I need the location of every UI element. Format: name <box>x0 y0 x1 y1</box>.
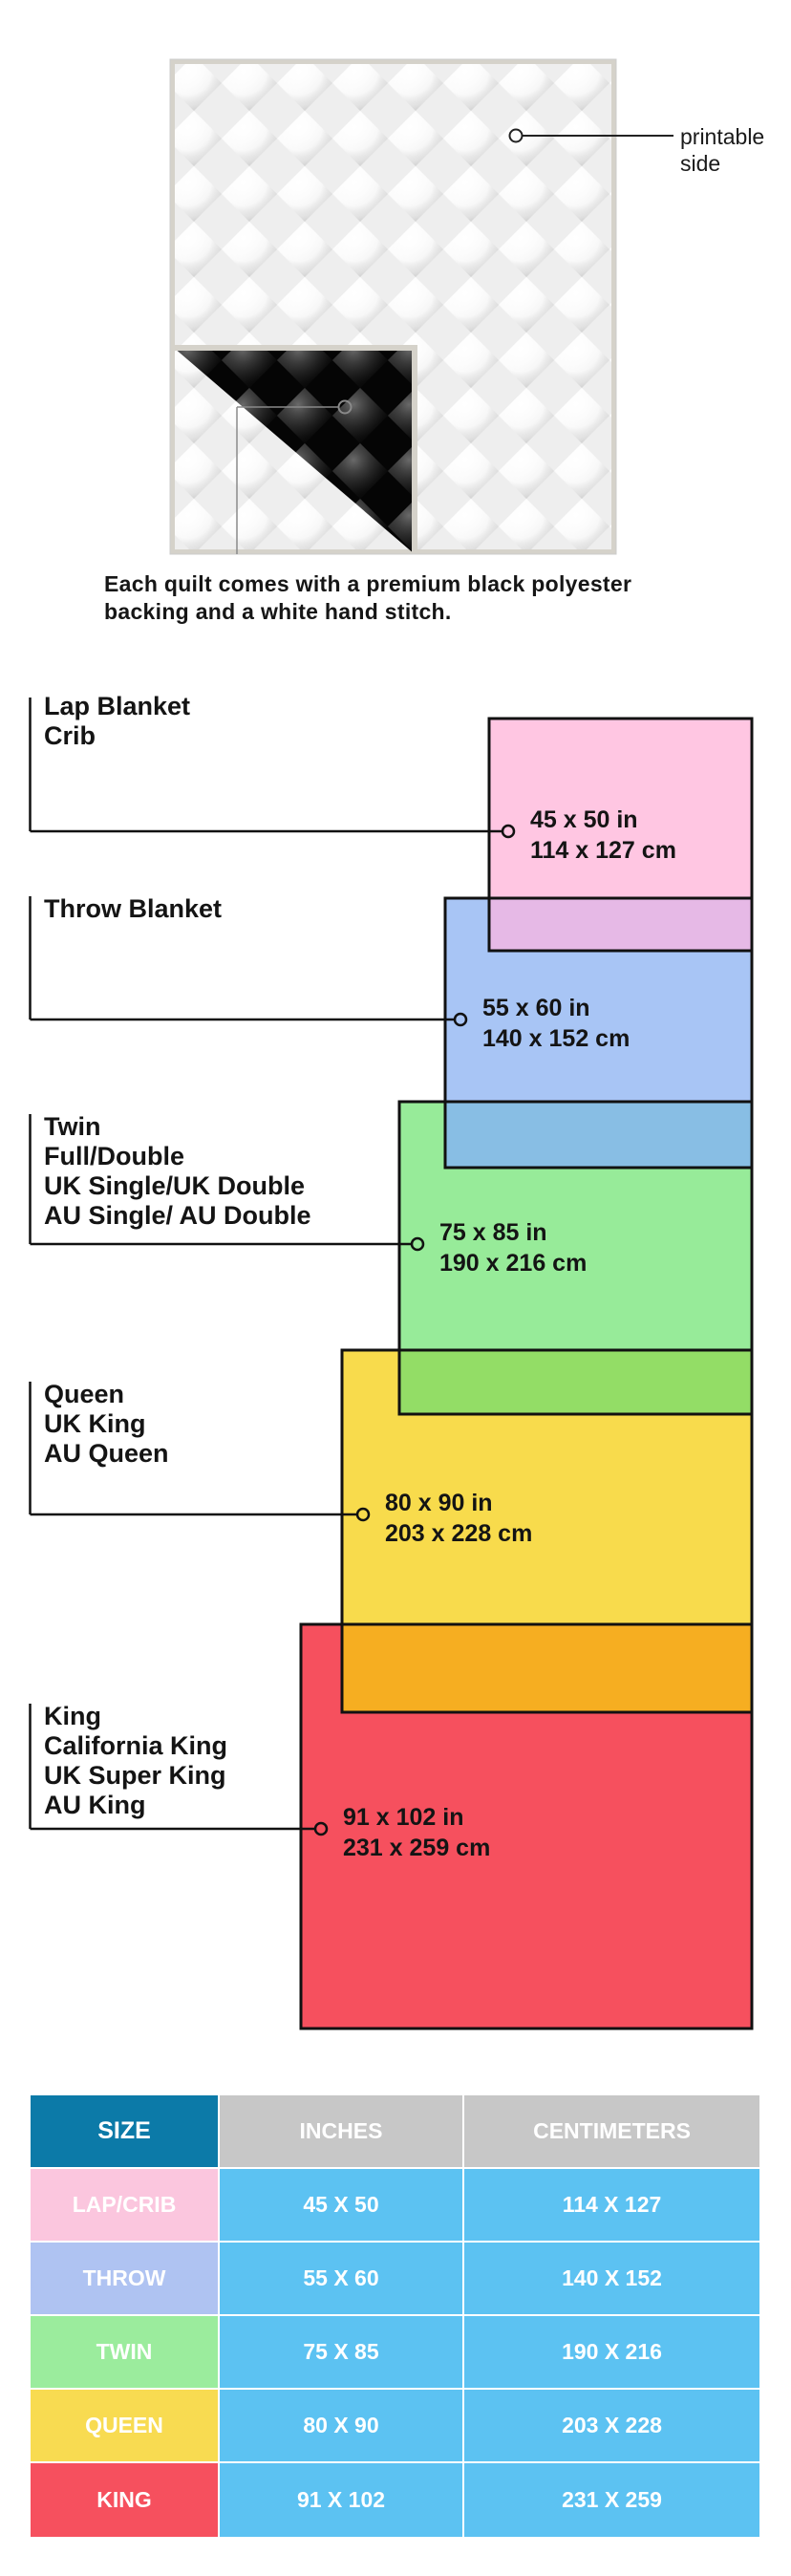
svg-text:printable: printable <box>680 124 764 149</box>
svg-text:side: side <box>680 151 720 176</box>
